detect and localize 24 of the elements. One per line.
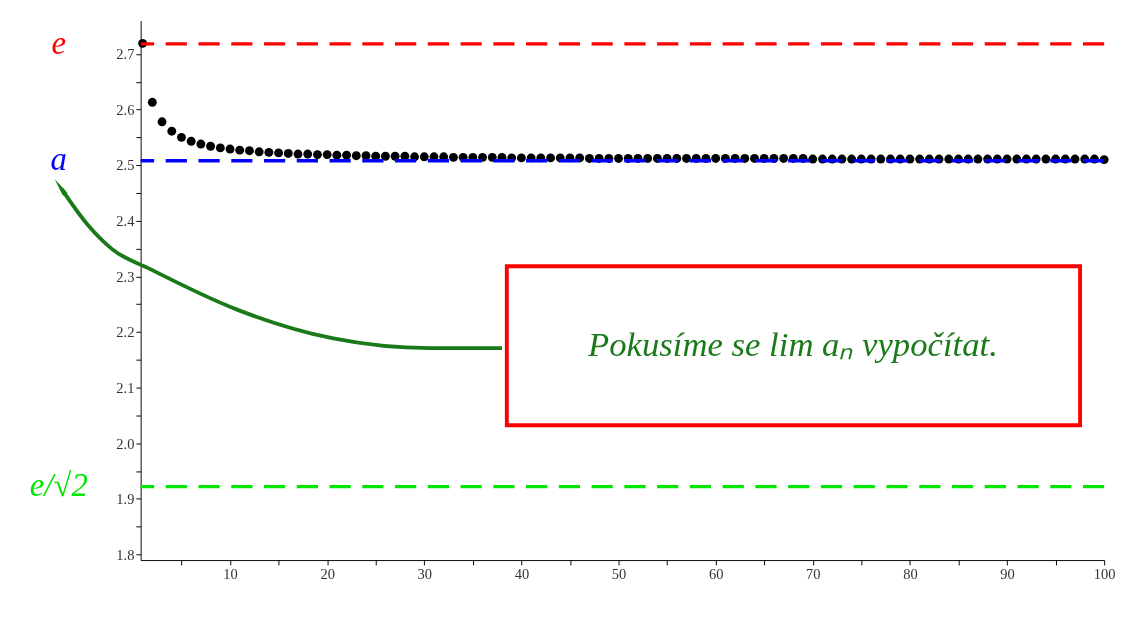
ref-line-label: e [51, 24, 67, 61]
x-tick-label: 90 [1000, 565, 1015, 582]
x-tick-label: 70 [806, 565, 821, 582]
x-tick-label: 50 [611, 565, 627, 582]
y-tick-label: 2.7 [116, 46, 135, 63]
x-tick-label: 40 [514, 565, 530, 582]
x-tick-label: 80 [903, 565, 918, 582]
annotation: Pokusíme se lim aₙ vypočítat. [587, 324, 998, 364]
x-tick-label: 20 [320, 565, 335, 582]
y-tick-label: 2.3 [116, 268, 135, 285]
ref-line-label: e/√2 [29, 467, 88, 504]
ref-line-label: a [50, 141, 67, 178]
y-tick-label: 2.2 [116, 324, 135, 341]
y-tick-label: 2.6 [116, 101, 135, 118]
x-tick-label: 30 [417, 565, 432, 582]
y-tick-label: 1.8 [116, 546, 135, 563]
x-tick-label: 10 [223, 565, 238, 582]
x-tick-label: 100 [1093, 565, 1116, 582]
y-tick-label: 2.4 [116, 213, 135, 230]
y-tick-label: 1.9 [116, 491, 135, 508]
y-tick-label: 2.0 [116, 435, 135, 452]
y-tick-label: 2.5 [116, 157, 135, 174]
y-tick-label: 2.1 [116, 379, 135, 396]
x-tick-label: 60 [708, 565, 724, 582]
